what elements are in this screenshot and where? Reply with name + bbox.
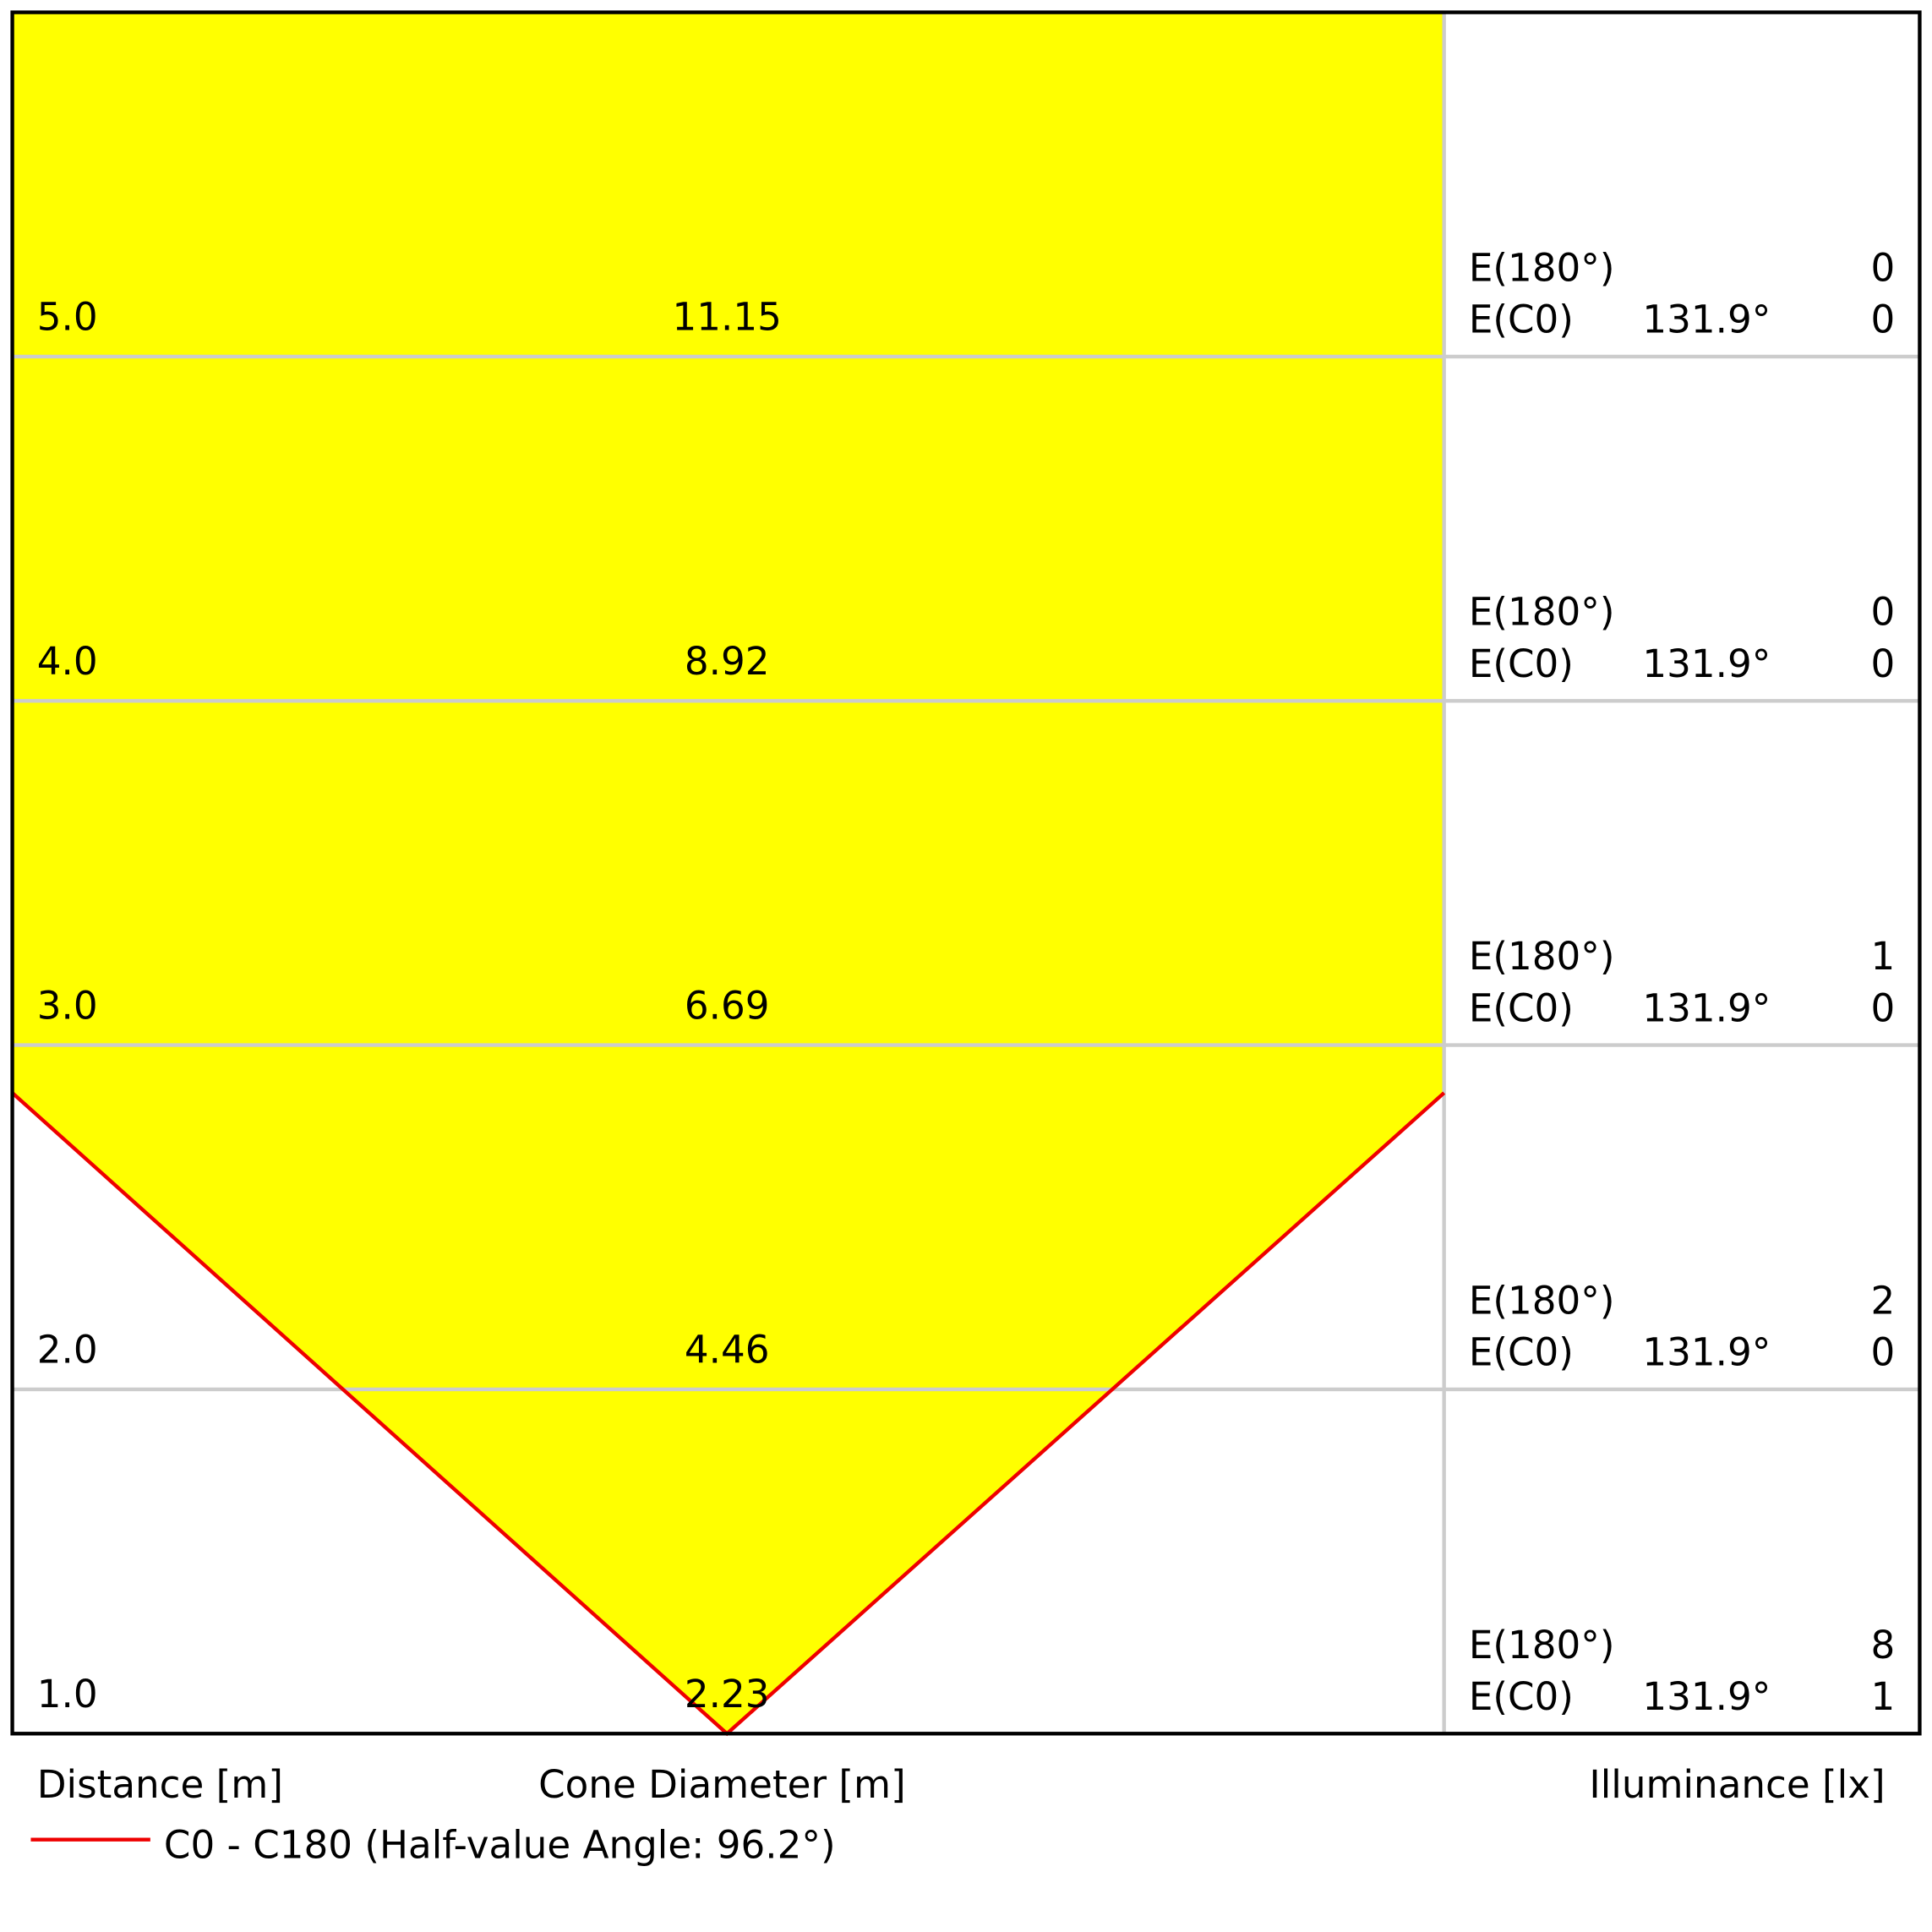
ec0-angle: 131.9° <box>1642 297 1771 342</box>
ec0-angle: 131.9° <box>1642 641 1771 686</box>
e180-label: E(180°) <box>1469 1623 1615 1667</box>
ec0-angle: 131.9° <box>1642 1330 1771 1375</box>
e180-label: E(180°) <box>1469 1278 1615 1323</box>
diameter: 2.23 <box>685 1672 770 1716</box>
ec0-angle: 131.9° <box>1642 985 1771 1030</box>
ec0-label: E(C0) <box>1469 1674 1574 1719</box>
diameter: 8.92 <box>685 639 770 684</box>
ec0-value: 0 <box>1871 641 1896 686</box>
diameter: 11.15 <box>672 295 781 340</box>
diameter-label: Cone Diameter [m] <box>538 1762 906 1807</box>
ec0-value: 0 <box>1871 1330 1896 1375</box>
ec0-label: E(C0) <box>1469 985 1574 1030</box>
ec0-angle: 131.9° <box>1642 1674 1771 1719</box>
ec0-label: E(C0) <box>1469 641 1574 686</box>
e180-label: E(180°) <box>1469 590 1615 635</box>
e180-label: E(180°) <box>1469 245 1615 290</box>
ec0-value: 1 <box>1871 1674 1896 1719</box>
e180-label: E(180°) <box>1469 934 1615 979</box>
distance: 4.0 <box>37 639 98 684</box>
diameter: 4.46 <box>685 1328 770 1373</box>
cone-fill <box>12 12 1444 1734</box>
e180-value: 8 <box>1871 1623 1896 1667</box>
ec0-value: 0 <box>1871 985 1896 1030</box>
distance-label: Distance [m] <box>37 1762 283 1807</box>
distance: 2.0 <box>37 1328 98 1373</box>
e180-value: 0 <box>1871 590 1896 635</box>
legend-label: C0 - C180 (Half-value Angle: 96.2°) <box>164 1823 836 1868</box>
rows: 5.0 11.15 E(180°) 0 E(C0) 131.9° 0 4.0 8.92 E(180… <box>37 245 1896 1719</box>
e180-value: 1 <box>1871 934 1896 979</box>
e180-value: 2 <box>1871 1278 1896 1323</box>
distance: 1.0 <box>37 1672 98 1716</box>
ec0-label: E(C0) <box>1469 1330 1574 1375</box>
ec0-label: E(C0) <box>1469 297 1574 342</box>
ec0-value: 0 <box>1871 297 1896 342</box>
illuminance-label: Illuminance [lx] <box>1589 1762 1885 1807</box>
frame <box>10 10 1922 1736</box>
diameter: 6.69 <box>685 983 770 1028</box>
distance: 3.0 <box>37 983 98 1028</box>
grid <box>12 12 1920 1734</box>
distance: 5.0 <box>37 295 98 340</box>
e180-value: 0 <box>1871 245 1896 290</box>
